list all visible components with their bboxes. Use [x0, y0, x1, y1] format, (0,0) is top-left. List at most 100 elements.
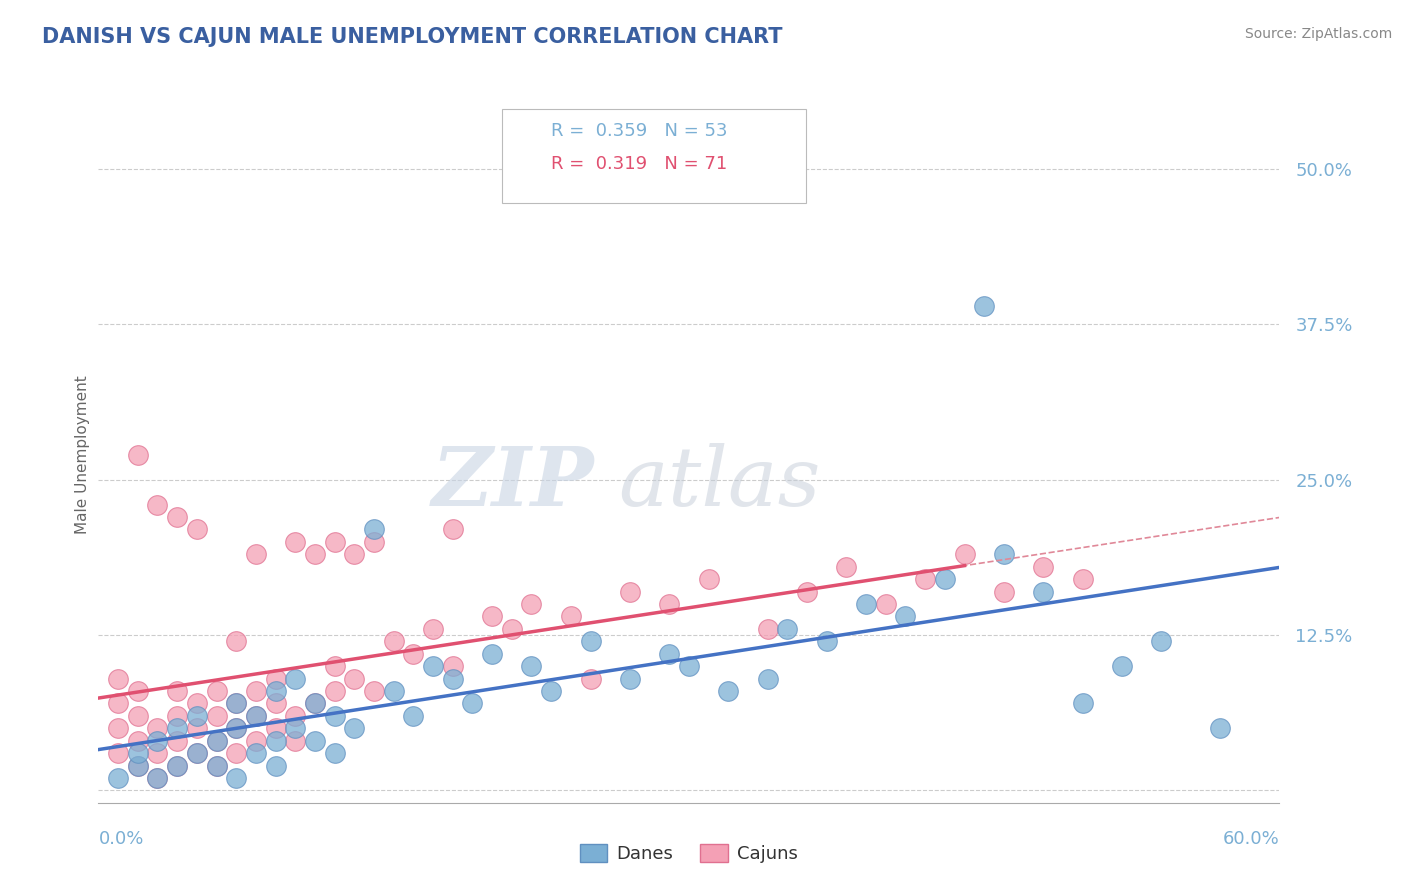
Point [205, 758, 228, 772]
Point [363, 534, 385, 549]
Point [796, 584, 818, 599]
Point [875, 597, 897, 611]
Point [815, 634, 838, 648]
Point [540, 684, 562, 698]
Point [993, 584, 1015, 599]
Point [225, 697, 247, 711]
Point [166, 708, 188, 723]
Text: 0.0%: 0.0% [98, 830, 143, 847]
Point [501, 622, 523, 636]
Text: ZIP: ZIP [432, 442, 595, 523]
Point [717, 684, 740, 698]
Point [186, 746, 208, 760]
Point [363, 684, 385, 698]
Point [481, 647, 503, 661]
Point [678, 659, 700, 673]
Point [146, 746, 169, 760]
Point [579, 634, 602, 648]
Point [756, 672, 779, 686]
Point [422, 659, 444, 673]
Point [166, 684, 188, 698]
Point [1032, 559, 1054, 574]
Point [973, 299, 995, 313]
Point [264, 733, 287, 747]
Point [934, 572, 956, 586]
Point [304, 547, 326, 561]
Point [894, 609, 917, 624]
Text: Source: ZipAtlas.com: Source: ZipAtlas.com [1244, 27, 1392, 41]
Point [186, 523, 208, 537]
Point [343, 721, 366, 735]
Point [1032, 584, 1054, 599]
Point [186, 697, 208, 711]
Point [186, 708, 208, 723]
Point [363, 523, 385, 537]
Point [245, 708, 267, 723]
Point [225, 721, 247, 735]
Point [579, 672, 602, 686]
Point [284, 733, 307, 747]
Point [225, 771, 247, 785]
Point [1209, 721, 1232, 735]
Point [520, 597, 543, 611]
Text: atlas: atlas [619, 442, 821, 523]
Point [441, 523, 464, 537]
Point [107, 721, 129, 735]
Point [146, 498, 169, 512]
Point [993, 547, 1015, 561]
Point [323, 659, 346, 673]
Point [205, 733, 228, 747]
Text: 60.0%: 60.0% [1223, 830, 1279, 847]
Point [245, 547, 267, 561]
Point [166, 758, 188, 772]
Point [914, 572, 936, 586]
Point [461, 697, 484, 711]
Point [304, 697, 326, 711]
Point [146, 733, 169, 747]
Point [166, 733, 188, 747]
Point [245, 684, 267, 698]
Point [658, 647, 681, 661]
Point [343, 547, 366, 561]
Point [481, 609, 503, 624]
Point [205, 758, 228, 772]
Point [205, 708, 228, 723]
Point [304, 697, 326, 711]
Point [186, 746, 208, 760]
Point [953, 547, 976, 561]
Point [264, 758, 287, 772]
Point [284, 672, 307, 686]
Point [619, 672, 641, 686]
Point [146, 721, 169, 735]
Point [835, 559, 858, 574]
Point [245, 746, 267, 760]
Point [264, 684, 287, 698]
Point [441, 659, 464, 673]
Point [1150, 634, 1173, 648]
Point [127, 733, 149, 747]
Point [284, 721, 307, 735]
Point [107, 697, 129, 711]
Point [284, 708, 307, 723]
Point [225, 634, 247, 648]
Point [323, 534, 346, 549]
Point [264, 672, 287, 686]
Text: R =  0.319   N = 71: R = 0.319 N = 71 [551, 155, 727, 173]
Point [127, 758, 149, 772]
Point [205, 684, 228, 698]
Point [146, 771, 169, 785]
Point [697, 572, 720, 586]
Point [225, 746, 247, 760]
Point [225, 721, 247, 735]
Point [146, 771, 169, 785]
Point [166, 721, 188, 735]
Point [107, 771, 129, 785]
Point [756, 622, 779, 636]
Point [127, 708, 149, 723]
Point [225, 697, 247, 711]
Point [1111, 659, 1133, 673]
Point [205, 733, 228, 747]
Point [166, 758, 188, 772]
Point [107, 672, 129, 686]
Point [284, 534, 307, 549]
